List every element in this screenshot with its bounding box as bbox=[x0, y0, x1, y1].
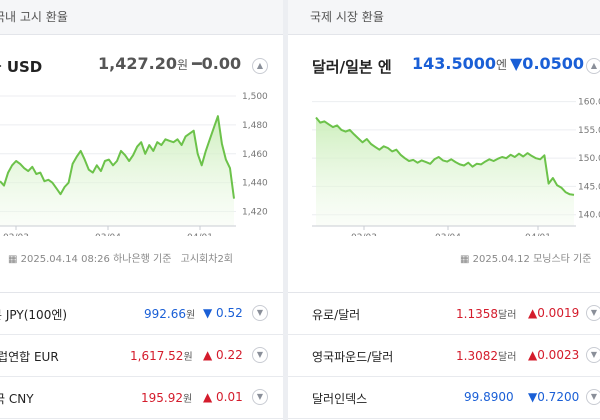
x-tick-label: 03/04 bbox=[95, 233, 121, 236]
chevron-down-icon[interactable]: ▼ bbox=[586, 347, 600, 363]
currency-list: 유로/달러 1.1358달러 ▲0.0019 ▼ 영국파운드/달러 1.3082… bbox=[288, 292, 600, 419]
chevron-down-icon[interactable]: ▼ bbox=[586, 305, 600, 321]
calendar-icon: ▦ bbox=[8, 254, 18, 265]
panel-title: 국내 고시 환율 bbox=[0, 0, 283, 35]
series-area bbox=[316, 117, 574, 226]
series-line bbox=[0, 115, 235, 199]
domestic-rate-panel: 국내 고시 환율 미국 USD 1,427.20원 ━0.00 ▲ 1,5001… bbox=[0, 0, 283, 420]
currency-list: 일본 JPY(100엔) 992.66원 ▼ 0.52 ▼ 유럽연합 EUR 1… bbox=[0, 292, 283, 419]
panel-divider bbox=[283, 0, 288, 420]
rate-value: 1.1358달러 bbox=[456, 307, 517, 321]
chevron-up-icon[interactable]: ▲ bbox=[252, 58, 268, 74]
x-tick-label: 04/01 bbox=[187, 233, 213, 236]
rate-change: ▲ 0.01 bbox=[203, 390, 243, 404]
x-tick-label: 04/01 bbox=[525, 233, 551, 236]
rate-change: ▼ 0.52 bbox=[203, 306, 243, 320]
rate-change: ▲ 0.22 bbox=[203, 348, 243, 362]
currency-name: 영국파운드/달러 bbox=[312, 350, 394, 364]
chevron-down-icon[interactable]: ▼ bbox=[252, 389, 268, 405]
source-info: ▦ 2025.04.14 08:26 하나은행 기준 고시회차2회 bbox=[8, 254, 234, 265]
currency-name: 유로/달러 bbox=[312, 308, 361, 322]
rate-value: 195.92원 bbox=[141, 391, 193, 405]
headline-change: ▼0.0500 bbox=[510, 54, 585, 73]
currency-name: 미국 USD bbox=[0, 58, 43, 76]
rate-value: 1.3082달러 bbox=[456, 349, 517, 363]
rate-value: 99.8900 bbox=[464, 390, 514, 404]
x-tick-label: 03/04 bbox=[435, 233, 461, 236]
international-rate-panel: 국제 시장 환율 달러/일본 엔 143.5000엔 ▼0.0500 ▲ 160… bbox=[288, 0, 600, 420]
rate-change: ▼0.7200 bbox=[528, 390, 580, 404]
y-tick-label: 150.0 bbox=[578, 154, 600, 164]
round-info: 고시회차2회 bbox=[180, 254, 234, 265]
calendar-icon: ▦ bbox=[460, 254, 470, 265]
currency-name: 유럽연합 EUR bbox=[0, 350, 59, 364]
y-tick-label: 145.0 bbox=[578, 182, 600, 192]
y-tick-label: 1,460 bbox=[242, 150, 268, 160]
y-tick-label: 1,440 bbox=[242, 179, 268, 189]
list-item[interactable]: 유럽연합 EUR 1,617.52원 ▲ 0.22 ▼ bbox=[0, 335, 283, 377]
currency-name: 달러인덱스 bbox=[312, 392, 368, 406]
rate-value: 992.66원 bbox=[144, 307, 196, 321]
chevron-down-icon[interactable]: ▼ bbox=[586, 389, 600, 405]
list-item[interactable]: 일본 JPY(100엔) 992.66원 ▼ 0.52 ▼ bbox=[0, 293, 283, 335]
headline-rate[interactable]: 미국 USD 1,427.20원 ━0.00 ▲ bbox=[0, 46, 283, 86]
chevron-up-icon[interactable]: ▲ bbox=[586, 58, 600, 74]
list-item[interactable]: 달러인덱스 99.8900 ▼0.7200 ▼ bbox=[288, 377, 600, 419]
y-tick-label: 140.0 bbox=[578, 211, 600, 221]
headline-price: 143.5000엔 bbox=[412, 54, 508, 73]
chevron-down-icon[interactable]: ▼ bbox=[252, 305, 268, 321]
currency-name: 중국 CNY bbox=[0, 392, 34, 406]
y-tick-label: 155.0 bbox=[578, 126, 600, 136]
list-item[interactable]: 중국 CNY 195.92원 ▲ 0.01 ▼ bbox=[0, 377, 283, 419]
headline-price: 1,427.20원 bbox=[98, 54, 188, 73]
currency-name: 달러/일본 엔 bbox=[312, 58, 392, 76]
x-tick-label: 02/03 bbox=[351, 233, 377, 236]
x-tick-label: 02/03 bbox=[3, 233, 29, 236]
list-item[interactable]: 유로/달러 1.1358달러 ▲0.0019 ▼ bbox=[288, 293, 600, 335]
panel-title: 국제 시장 환율 bbox=[288, 0, 600, 35]
source-info: ▦ 2025.04.12 모닝스타 기준 bbox=[460, 254, 592, 265]
rate-change: ▲0.0019 bbox=[528, 306, 580, 320]
y-tick-label: 1,480 bbox=[242, 121, 268, 131]
chevron-down-icon[interactable]: ▼ bbox=[252, 347, 268, 363]
usd-rate-chart: 1,500 1,480 1,460 1,440 1,420 02/03 03/04 04/01 bbox=[0, 92, 268, 236]
currency-name: 일본 JPY(100엔) bbox=[0, 308, 68, 322]
series-area bbox=[0, 116, 234, 226]
series-line bbox=[315, 116, 575, 196]
headline-rate[interactable]: 달러/일본 엔 143.5000엔 ▼0.0500 ▲ bbox=[288, 46, 600, 86]
y-tick-label: 1,420 bbox=[242, 208, 268, 218]
list-item[interactable]: 영국파운드/달러 1.3082달러 ▲0.0023 ▼ bbox=[288, 335, 600, 377]
y-tick-label: 160.0 bbox=[578, 98, 600, 108]
rate-change: ▲0.0023 bbox=[528, 348, 580, 362]
usd-jpy-chart: 160.0 155.0 150.0 145.0 140.0 02/03 03/04 04/01 bbox=[312, 98, 600, 236]
headline-change: ━0.00 bbox=[192, 54, 242, 73]
y-tick-label: 1,500 bbox=[242, 92, 268, 102]
rate-value: 1,617.52원 bbox=[130, 349, 193, 363]
